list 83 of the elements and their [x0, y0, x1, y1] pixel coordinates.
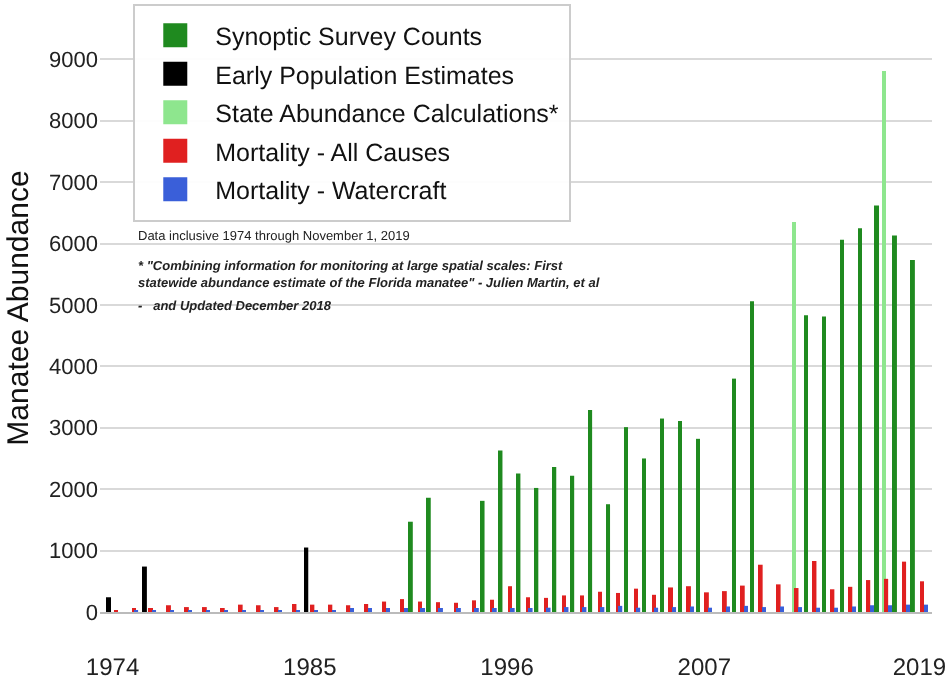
bar: [804, 315, 808, 612]
y-tick-label: 4000: [49, 356, 98, 381]
bar: [552, 467, 557, 612]
x-tick-label: 1985: [283, 652, 338, 681]
bar: [884, 578, 889, 612]
y-tick-label: 8000: [49, 110, 98, 135]
bar: [408, 521, 413, 612]
bar: [732, 378, 736, 612]
bar: [840, 239, 844, 612]
bar: [792, 222, 796, 612]
bar: [400, 599, 405, 612]
legend-label: Synoptic Survey Counts: [215, 23, 483, 51]
bar: [780, 606, 784, 612]
y-tick-label: 0: [85, 601, 98, 626]
y-tick-label: 9000: [49, 48, 98, 73]
bar: [924, 604, 928, 612]
legend-label: Mortality - Watercraft: [215, 177, 448, 205]
bar: [704, 592, 709, 612]
bar: [920, 581, 925, 612]
bar: [906, 604, 910, 612]
bar: [852, 606, 856, 612]
y-tick-label: 6000: [49, 233, 98, 258]
y-axis-title: Manatee Abundance: [1, 170, 36, 446]
bar: [888, 605, 892, 612]
x-tick-label: 1996: [480, 652, 535, 681]
bar: [874, 205, 880, 612]
bar: [696, 438, 700, 612]
bar: [624, 427, 628, 612]
bar: [858, 228, 862, 612]
bar: [870, 605, 874, 612]
bar: [508, 586, 512, 612]
x-tick-label: 2019: [892, 652, 947, 681]
bar: [686, 586, 691, 612]
y-tick-label: 7000: [49, 171, 98, 196]
bar: [866, 580, 871, 612]
bar: [848, 586, 853, 612]
y-tick-label: 5000: [49, 294, 98, 319]
bar: [882, 70, 886, 612]
bar: [634, 588, 638, 612]
bar: [902, 561, 907, 612]
x-tick-label: 1974: [85, 652, 140, 681]
bar: [812, 561, 817, 612]
bar: [668, 587, 673, 612]
bar: [822, 316, 826, 612]
bar: [142, 566, 147, 612]
bar: [740, 585, 745, 612]
bar: [426, 497, 431, 612]
bar: [678, 421, 682, 612]
bar: [588, 409, 593, 612]
legend-label: State Abundance Calculations*: [215, 100, 559, 128]
x-tick-label: 2007: [677, 652, 732, 681]
bar: [618, 605, 623, 612]
bar: [534, 487, 539, 612]
bar: [516, 473, 521, 612]
bar: [722, 591, 727, 612]
y-tick-label: 1000: [49, 540, 98, 565]
bar: [480, 500, 485, 612]
bar: [892, 235, 897, 612]
bar: [292, 604, 297, 612]
bar: [256, 605, 261, 612]
bar: [744, 605, 748, 612]
bar: [794, 588, 799, 612]
legend-label: Early Population Estimates: [215, 61, 515, 90]
bar: [690, 606, 694, 612]
bar: [660, 418, 664, 612]
bar: [642, 458, 646, 612]
bar: [570, 475, 575, 612]
bar: [776, 584, 781, 612]
bar: [304, 547, 309, 612]
bar: [726, 606, 730, 612]
bar: [758, 564, 763, 612]
bar: [910, 260, 915, 612]
y-tick-label: 3000: [49, 417, 98, 442]
bar: [830, 589, 835, 612]
legend-label: Mortality - All Causes: [215, 138, 451, 167]
bar: [106, 597, 112, 612]
bar: [498, 450, 503, 612]
bar: [606, 504, 611, 612]
bar: [166, 605, 171, 612]
bar: [750, 301, 754, 612]
bar: [238, 604, 243, 612]
bar: [382, 601, 387, 612]
y-tick-label: 2000: [49, 478, 98, 503]
